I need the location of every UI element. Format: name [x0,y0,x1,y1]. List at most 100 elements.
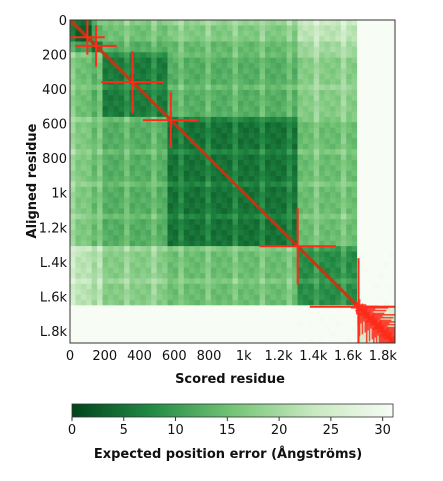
heatmap-cell [367,251,374,258]
heatmap-cell [172,159,179,166]
heatmap-cell [102,299,109,306]
heatmap-cell [259,316,266,322]
heatmap-cell [384,116,390,123]
heatmap-cell [351,170,358,177]
heatmap-cell [324,30,331,37]
heatmap-cell [113,100,120,107]
heatmap-cell [324,73,331,80]
heatmap-cell [378,176,385,182]
heatmap-cell [216,337,223,343]
heatmap-cell [313,299,320,306]
heatmap-cell [340,305,347,312]
heatmap-cell [156,95,163,102]
heatmap-cell [124,192,130,199]
heatmap-cell [178,46,185,53]
heatmap-cell [373,294,380,301]
heatmap-cell [286,224,293,231]
heatmap-cell [367,235,374,242]
heatmap-cell [367,127,374,134]
heatmap-cell [243,219,250,225]
heatmap-cell [281,154,288,161]
heatmap-cell [75,326,82,333]
heatmap-cell [313,154,320,161]
heatmap-cell [129,192,136,199]
heatmap-cell [162,186,168,193]
heatmap-cell [189,337,195,343]
heatmap-cell [313,289,320,295]
y-tick-label: 400 [42,83,67,98]
heatmap-cell [97,159,103,166]
heatmap-cell [210,30,217,37]
heatmap-cell [162,57,168,64]
heatmap-cell [194,122,201,129]
heatmap-cell [384,208,390,215]
heatmap-cell [286,262,293,269]
heatmap-cell [124,116,130,123]
heatmap-cell [216,262,223,269]
heatmap-cell [254,36,260,42]
heatmap-cell [221,79,228,85]
heatmap-cell [286,95,293,102]
heatmap-cell [156,159,163,166]
heatmap-cell [335,79,342,85]
heatmap-cell [286,203,293,209]
heatmap-cell [221,25,228,32]
heatmap-cell [183,100,190,107]
heatmap-cell [270,63,277,69]
heatmap-cell [86,289,93,295]
heatmap-cell [237,73,244,80]
heatmap-cell [281,208,288,215]
heatmap-cell [313,337,320,343]
heatmap-cell [367,30,374,37]
heatmap-cell [227,68,233,75]
heatmap-cell [145,122,152,129]
heatmap-cell [389,170,395,177]
heatmap-cell [281,52,288,59]
heatmap-cell [297,208,304,215]
heatmap-cell [324,181,331,188]
heatmap-cell [324,208,331,215]
heatmap-cell [167,273,174,279]
heatmap-cell [145,283,152,290]
heatmap-cell [346,176,353,182]
heatmap-cell [351,95,358,102]
heatmap-cell [80,197,87,204]
heatmap-cell [70,95,76,102]
heatmap-cell [140,100,147,107]
heatmap-cell [113,213,120,220]
heatmap-cell [378,111,385,118]
heatmap-cell [367,170,374,177]
heatmap-cell [281,159,288,166]
heatmap-cell [335,305,342,312]
heatmap-cell [302,262,309,269]
heatmap-cell [319,143,325,150]
heatmap-cell [275,337,282,343]
heatmap-cell [292,84,298,91]
heatmap-cell [340,68,347,75]
heatmap-cell [330,100,336,107]
heatmap-cell [330,235,336,242]
heatmap-cell [384,278,390,285]
heatmap-cell [384,63,390,69]
heatmap-cell [281,176,288,182]
heatmap-cell [113,305,120,312]
heatmap-cell [259,203,266,209]
heatmap-cell [308,68,315,75]
heatmap-cell [91,68,98,75]
heatmap-cell [265,316,271,322]
heatmap-cell [200,159,206,166]
heatmap-cell [221,41,228,48]
heatmap-cell [373,30,380,37]
heatmap-cell [113,143,120,150]
heatmap-cell [243,229,250,236]
heatmap-cell [200,186,206,193]
heatmap-cell [259,63,266,69]
heatmap-cell [107,186,114,193]
heatmap-cell [281,165,288,172]
heatmap-cell [330,36,336,42]
heatmap-cell [346,278,353,285]
heatmap-cell [183,229,190,236]
heatmap-cell [302,106,309,112]
heatmap-cell [357,95,363,102]
heatmap-cell [313,127,320,134]
